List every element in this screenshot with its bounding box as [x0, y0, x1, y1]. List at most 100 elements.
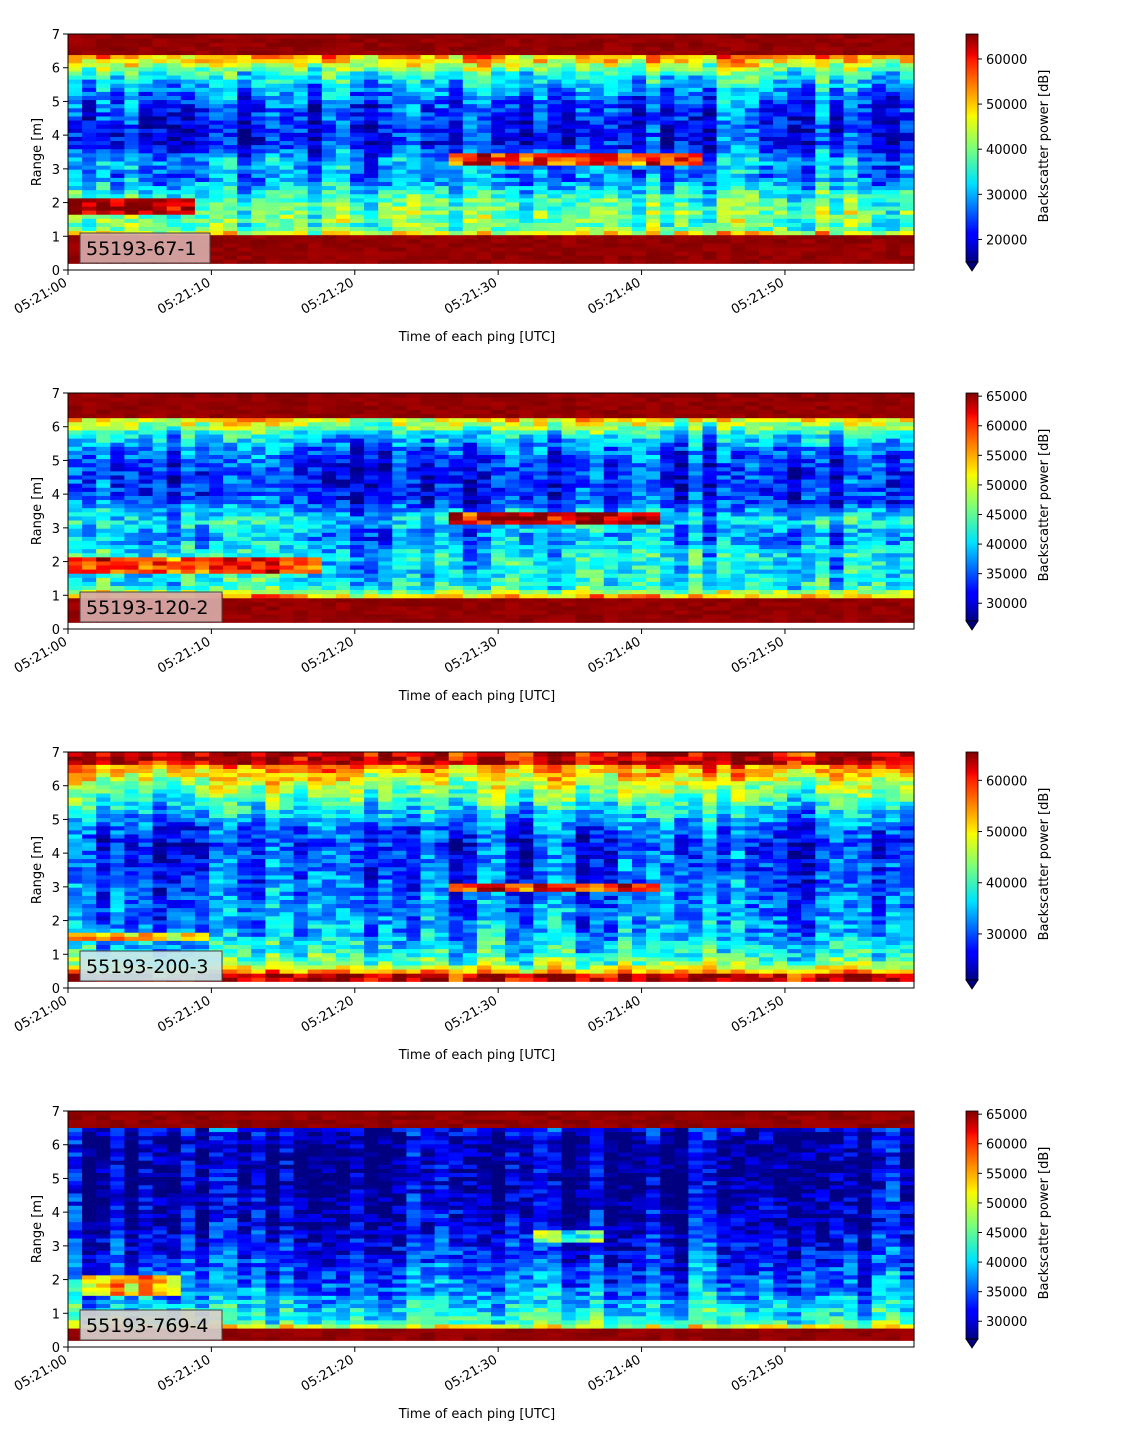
heatmap-cell	[96, 442, 111, 447]
heatmap-cell	[505, 250, 520, 256]
heatmap-cell	[96, 454, 111, 460]
heatmap-cell	[350, 115, 365, 121]
heatmap-cell	[519, 70, 534, 76]
heatmap-cell	[660, 197, 675, 203]
heatmap-cell	[547, 140, 563, 146]
heatmap-cell	[632, 66, 647, 72]
heatmap-cell	[476, 144, 492, 150]
heatmap-cell	[462, 564, 478, 570]
heatmap-cell	[251, 585, 266, 591]
heatmap-cell	[223, 103, 238, 109]
heatmap-cell	[758, 259, 774, 264]
heatmap-cell	[787, 132, 802, 137]
heatmap-cell	[180, 470, 196, 476]
heatmap-cell	[899, 181, 915, 187]
heatmap-cell	[335, 218, 351, 223]
heatmap-cell	[773, 185, 788, 191]
heatmap-cell	[364, 536, 379, 541]
heatmap-cell	[279, 54, 295, 60]
heatmap-cell	[223, 573, 238, 578]
heatmap-cell	[420, 140, 436, 146]
heatmap-cell	[406, 540, 422, 546]
heatmap-cell	[223, 42, 238, 47]
heatmap-cell	[223, 238, 238, 244]
heatmap-cell	[364, 148, 379, 154]
heatmap-cell	[420, 193, 436, 199]
heatmap-cell	[505, 124, 520, 129]
heatmap-cell	[491, 115, 506, 121]
heatmap-cell	[209, 259, 224, 264]
heatmap-cell	[110, 144, 125, 150]
colorbar-tick-label: 30000	[986, 188, 1027, 203]
heatmap-cell	[378, 511, 393, 517]
heatmap-cell	[632, 185, 647, 191]
heatmap-cell	[265, 405, 281, 410]
heatmap-cell	[448, 528, 464, 533]
heatmap-cell	[307, 83, 323, 88]
heatmap-cell	[265, 556, 281, 562]
heatmap-cell	[392, 250, 407, 256]
heatmap-cell	[82, 34, 97, 39]
heatmap-cell	[194, 91, 210, 96]
heatmap-cell	[603, 54, 619, 60]
heatmap-cell	[378, 483, 393, 488]
heatmap-cell	[96, 438, 111, 443]
heatmap-cell	[378, 222, 393, 228]
heatmap-cell	[279, 46, 295, 51]
heatmap-cell	[279, 454, 295, 460]
heatmap-cell	[476, 124, 492, 129]
heatmap-cell	[378, 614, 393, 619]
heatmap-cell	[702, 230, 718, 236]
heatmap-cell	[632, 115, 647, 121]
heatmap-cell	[688, 91, 704, 96]
heatmap-cell	[392, 79, 407, 84]
heatmap-cell	[307, 618, 323, 623]
heatmap-cell	[82, 478, 97, 484]
heatmap-cell	[491, 152, 506, 158]
heatmap-cell	[448, 503, 464, 509]
heatmap-cell	[350, 250, 365, 256]
heatmap-cell	[702, 38, 718, 43]
heatmap-cell	[265, 189, 281, 195]
heatmap-cell	[406, 124, 422, 129]
heatmap-cell	[223, 115, 238, 121]
heatmap-cell	[364, 581, 379, 587]
heatmap-cell	[392, 495, 407, 501]
heatmap-cell	[138, 177, 154, 182]
heatmap-cell	[462, 66, 478, 72]
heatmap-cell	[180, 425, 196, 431]
heatmap-cell	[321, 54, 337, 60]
heatmap-cell	[293, 401, 309, 406]
heatmap-cell	[251, 564, 266, 570]
heatmap-cell	[533, 124, 548, 129]
heatmap-cell	[617, 115, 633, 121]
heatmap-cell	[801, 210, 816, 215]
heatmap-cell	[265, 181, 281, 187]
heatmap-cell	[180, 487, 196, 492]
heatmap-cell	[307, 536, 323, 541]
heatmap-cell	[279, 393, 295, 398]
heatmap-cell	[335, 524, 351, 529]
heatmap-cell	[688, 74, 704, 80]
heatmap-cell	[420, 74, 436, 80]
heatmap-cell	[829, 177, 845, 182]
heatmap-cell	[265, 115, 281, 121]
heatmap-cell	[209, 425, 224, 431]
heatmap-cell	[787, 148, 802, 154]
heatmap-cell	[209, 34, 224, 39]
heatmap-cell	[138, 446, 154, 451]
heatmap-cell	[335, 614, 351, 619]
heatmap-cell	[801, 111, 816, 117]
heatmap-cell	[209, 446, 224, 451]
heatmap-cell	[406, 173, 422, 178]
heatmap-cell	[899, 79, 915, 84]
heatmap-cell	[660, 193, 675, 199]
heatmap-cell	[406, 201, 422, 207]
heatmap-cell	[180, 483, 196, 488]
heatmap-cell	[223, 483, 238, 488]
heatmap-cell	[152, 442, 168, 447]
heatmap-cell	[364, 193, 379, 199]
heatmap-cell	[364, 429, 379, 435]
heatmap-cell	[96, 79, 111, 84]
heatmap-cell	[674, 160, 689, 166]
